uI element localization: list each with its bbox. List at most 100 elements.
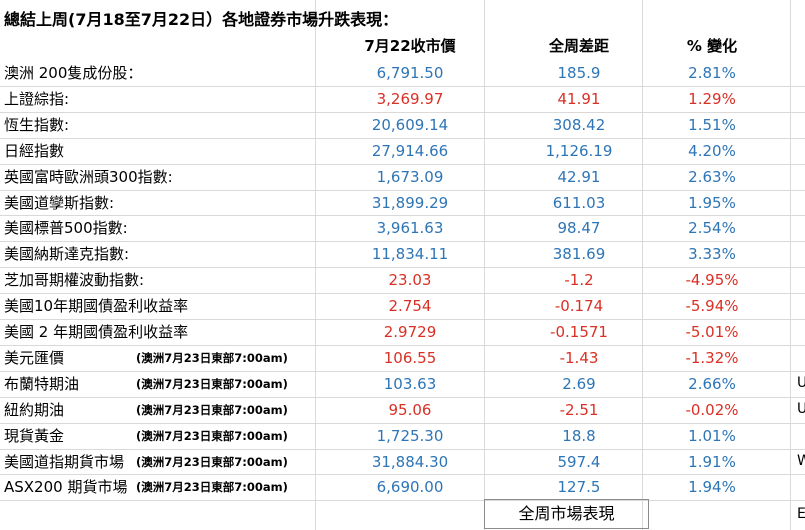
row-name: 現貨黃金 (澳洲7月23日東部7:00am) bbox=[4, 423, 288, 449]
page-title: 總結上周(7月18至7月22日）各地證券市場升跌表現： bbox=[4, 10, 399, 29]
row-price: 11,834.11 bbox=[371, 245, 449, 264]
row-diff: 18.8 bbox=[562, 426, 596, 445]
row-name: 美國 2 年期國債盈利收益率 bbox=[4, 319, 188, 345]
grid-line bbox=[0, 137, 805, 139]
row-name: 美國道孿斯指數: bbox=[4, 190, 114, 216]
table-row: ASX200 期貨市場 (澳洲7月23日東部7:00am) 6,690.00 127.… bbox=[0, 474, 805, 500]
row-pct: 3.33% bbox=[688, 245, 736, 264]
grid-line bbox=[0, 396, 805, 398]
header-diff: 全周差距 bbox=[548, 37, 609, 55]
grid-line bbox=[0, 293, 805, 295]
row-note: (澳洲7月23日東部7:00am) bbox=[136, 480, 288, 495]
row-price: 106.55 bbox=[383, 348, 437, 367]
row-label: 美國納斯達克指數: bbox=[4, 245, 130, 264]
grid-line bbox=[0, 448, 805, 450]
row-pct: 1.95% bbox=[688, 193, 736, 212]
table-row: 美國道孿斯指數: 31,899.29 611.03 1.95% bbox=[0, 190, 805, 216]
row-price: 6,690.00 bbox=[376, 478, 444, 497]
row-diff: -1.43 bbox=[559, 348, 599, 367]
table-row: 美國道指期貨市場 (澳洲7月23日東部7:00am) 31,884.30 597.4 1… bbox=[0, 449, 805, 475]
row-label: 美國 2 年期國債盈利收益率 bbox=[4, 323, 189, 341]
row-label: 美國標普500指數: bbox=[4, 219, 128, 238]
row-label: ASX200 期貨市場 bbox=[4, 478, 128, 497]
edge-text: U bbox=[797, 400, 805, 417]
grid-line bbox=[0, 241, 805, 243]
row-price: 6,791.50 bbox=[376, 64, 444, 82]
row-diff: 185.9 bbox=[557, 64, 601, 82]
row-name: 布蘭特期油 (澳洲7月23日東部7:00am) bbox=[4, 371, 288, 397]
row-pct: -5.94% bbox=[685, 297, 739, 316]
row-diff: 41.91 bbox=[557, 89, 601, 108]
row-pct: 1.01% bbox=[688, 426, 736, 445]
table-row: 日經指數 27,914.66 1,126.19 4.20% bbox=[0, 138, 805, 164]
grid-line bbox=[0, 500, 805, 502]
row-name: 美國10年期國債盈利收益率 bbox=[4, 293, 188, 319]
row-pct: -4.95% bbox=[685, 271, 739, 290]
table-row: 美元匯價 (澳洲7月23日東部7:00am) 106.55 -1.43 -1.32% bbox=[0, 345, 805, 371]
row-diff: 42.91 bbox=[557, 167, 601, 186]
grid-line bbox=[0, 189, 805, 191]
table-row: 英國富時歐洲頭300指數: 1,673.09 42.91 2.63% bbox=[0, 164, 805, 190]
row-label: 芝加哥期權波動指數: bbox=[4, 271, 145, 290]
row-pct: 2.66% bbox=[688, 374, 736, 393]
footer-label: 全周市場表現 bbox=[518, 504, 615, 523]
row-label: 上證綜指: bbox=[4, 89, 70, 108]
row-price: 31,899.29 bbox=[371, 193, 449, 212]
grid-line bbox=[790, 0, 791, 530]
row-note: (澳洲7月23日東部7:00am) bbox=[136, 350, 288, 365]
header-pct: % 變化 bbox=[686, 37, 738, 55]
table-row: 美國10年期國債盈利收益率 2.754 -0.174 -5.94% bbox=[0, 293, 805, 319]
row-pct: 1.51% bbox=[688, 115, 736, 134]
row-pct: 1.94% bbox=[688, 478, 736, 497]
grid-line bbox=[0, 474, 805, 476]
row-name: 芝加哥期權波動指數: bbox=[4, 267, 144, 293]
grid-line bbox=[0, 85, 805, 87]
row-note: (澳洲7月23日東部7:00am) bbox=[136, 428, 288, 443]
row-label: 澳洲 200隻成份股： bbox=[4, 64, 143, 82]
grid-line bbox=[0, 422, 805, 424]
row-diff: -2.51 bbox=[559, 400, 599, 419]
row-label: 布蘭特期油 bbox=[4, 374, 80, 393]
row-price: 95.06 bbox=[388, 400, 432, 419]
grid-line bbox=[0, 344, 805, 346]
row-diff: -1.2 bbox=[564, 271, 594, 290]
row-diff: 597.4 bbox=[557, 452, 601, 471]
row-pct: -1.32% bbox=[685, 348, 739, 367]
row-label: 現貨黃金 bbox=[4, 426, 65, 445]
row-price: 27,914.66 bbox=[371, 141, 449, 160]
row-pct: 1.91% bbox=[688, 452, 736, 471]
edge-text: W bbox=[797, 452, 805, 469]
row-diff: 127.5 bbox=[557, 478, 601, 497]
table-row: 布蘭特期油 (澳洲7月23日東部7:00am) 103.63 2.69 2.66% bbox=[0, 371, 805, 397]
row-pct: 2.54% bbox=[688, 219, 736, 238]
row-diff: 2.69 bbox=[562, 374, 596, 393]
row-label: 恆生指數: bbox=[4, 115, 70, 134]
row-name: 上證綜指: bbox=[4, 86, 69, 112]
row-price: 23.03 bbox=[388, 271, 432, 290]
row-name: 美國納斯達克指數: bbox=[4, 241, 129, 267]
row-diff: -0.174 bbox=[554, 297, 604, 316]
row-name: 美元匯價 (澳洲7月23日東部7:00am) bbox=[4, 345, 288, 371]
row-price: 1,673.09 bbox=[376, 167, 444, 186]
table-row: 現貨黃金 (澳洲7月23日東部7:00am) 1,725.30 18.8 1.01% bbox=[0, 423, 805, 449]
table-row: 上證綜指: 3,269.97 41.91 1.29% bbox=[0, 86, 805, 112]
row-pct: -5.01% bbox=[685, 323, 739, 341]
row-price: 2.9729 bbox=[383, 323, 437, 341]
row-diff: 308.42 bbox=[552, 115, 606, 134]
row-label: 英國富時歐洲頭300指數: bbox=[4, 167, 173, 186]
table-row: 澳洲 200隻成份股： 6,791.50 185.9 2.81% bbox=[0, 60, 805, 86]
row-name: 澳洲 200隻成份股： bbox=[4, 60, 142, 86]
footer-cell[interactable] bbox=[484, 499, 649, 529]
row-pct: 4.20% bbox=[688, 141, 736, 160]
grid-line bbox=[0, 267, 805, 269]
row-name: 恆生指數: bbox=[4, 112, 69, 138]
row-pct: 2.63% bbox=[688, 167, 736, 186]
row-name: ASX200 期貨市場 (澳洲7月23日東部7:00am) bbox=[4, 474, 288, 500]
row-label: 紐約期油 bbox=[4, 400, 65, 419]
row-label: 美國道指期貨市場 bbox=[4, 452, 125, 471]
table-row: 美國標普500指數: 3,961.63 98.47 2.54% bbox=[0, 215, 805, 241]
row-pct: 2.81% bbox=[688, 64, 736, 82]
edge-text: U bbox=[797, 374, 805, 391]
row-pct: -0.02% bbox=[685, 400, 739, 419]
grid-line bbox=[0, 370, 805, 372]
